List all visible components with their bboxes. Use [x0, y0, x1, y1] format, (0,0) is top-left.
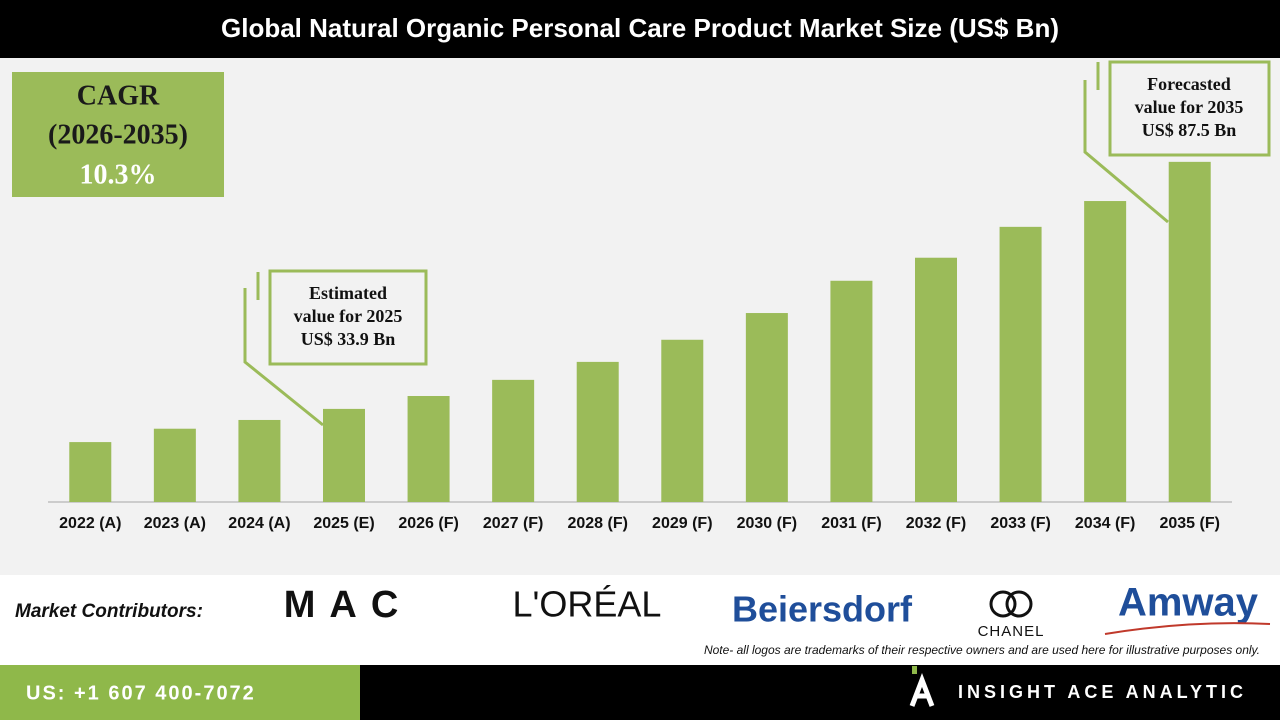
callout-text: US$ 87.5 Bn	[1142, 120, 1237, 140]
callout-box	[1108, 60, 1271, 157]
x-tick-label: 2024 (A)	[228, 515, 290, 532]
logo-mark	[1005, 590, 1033, 618]
chart-title: Global Natural Organic Personal Care Pro…	[221, 13, 1059, 43]
bar	[830, 280, 873, 502]
contributors-label: Market Contributors:	[15, 601, 203, 622]
bar	[576, 361, 619, 502]
bar	[323, 408, 365, 502]
callout-text: Estimated	[309, 283, 387, 303]
note: Note- all logos are trademarks of their …	[704, 643, 1260, 657]
x-tick-label: 2031 (F)	[821, 515, 881, 532]
x-tick-label: 2033 (F)	[990, 515, 1050, 532]
logo: MAC	[284, 584, 413, 626]
bar	[1084, 201, 1127, 502]
x-tick-label: 2026 (F)	[398, 515, 458, 532]
logo-swoosh	[1104, 622, 1271, 635]
callout-connector	[1083, 62, 1169, 224]
cagr-label: CAGR	[77, 80, 160, 111]
bar	[999, 226, 1042, 502]
brand-bar	[360, 665, 1280, 720]
bar	[745, 313, 788, 502]
callout-text: value for 2025	[294, 306, 403, 326]
bar	[407, 395, 450, 502]
brand-logo	[909, 673, 935, 707]
bar	[153, 428, 196, 502]
x-tick-label: 2029 (F)	[652, 515, 712, 532]
x-tick-label: 2022 (A)	[59, 515, 121, 532]
brand-name: INSIGHT ACE ANALYTIC	[958, 682, 1247, 702]
logo: Amway	[1118, 581, 1259, 625]
x-tick-label: 2028 (F)	[567, 515, 627, 532]
bar	[492, 379, 535, 502]
bar	[915, 257, 957, 502]
x-tick-label: 2032 (F)	[906, 515, 966, 532]
callout-text: US$ 33.9 Bn	[301, 329, 396, 349]
x-tick-label: 2027 (F)	[483, 515, 543, 532]
cagr-period: (2026-2035)	[48, 119, 188, 150]
x-tick-label: 2023 (A)	[144, 515, 206, 532]
x-tick-label: 2035 (F)	[1159, 515, 1219, 532]
bar	[1168, 161, 1211, 502]
phone: US: +1 607 400-7072	[26, 682, 256, 704]
footer-band	[0, 575, 1280, 665]
bar	[69, 442, 112, 502]
x-tick-label: 2034 (F)	[1075, 515, 1135, 532]
logo-mark	[989, 590, 1017, 618]
cagr-box	[12, 72, 224, 197]
brand-logo	[912, 666, 917, 674]
contact-bar	[0, 665, 360, 720]
callout-text: value for 2035	[1135, 97, 1244, 117]
bar	[661, 339, 704, 502]
callout-text: Forecasted	[1147, 74, 1231, 94]
logo: Beiersdorf	[732, 589, 913, 630]
cagr-value: 10.3%	[80, 159, 157, 190]
callout-connector	[243, 272, 324, 427]
logo: CHANEL	[978, 623, 1045, 640]
callout-box	[268, 269, 428, 366]
logo: L'ORÉAL	[513, 584, 662, 625]
bar	[238, 419, 281, 502]
title-bar	[0, 0, 1280, 58]
x-tick-label: 2025 (E)	[313, 515, 374, 532]
x-tick-label: 2030 (F)	[737, 515, 797, 532]
